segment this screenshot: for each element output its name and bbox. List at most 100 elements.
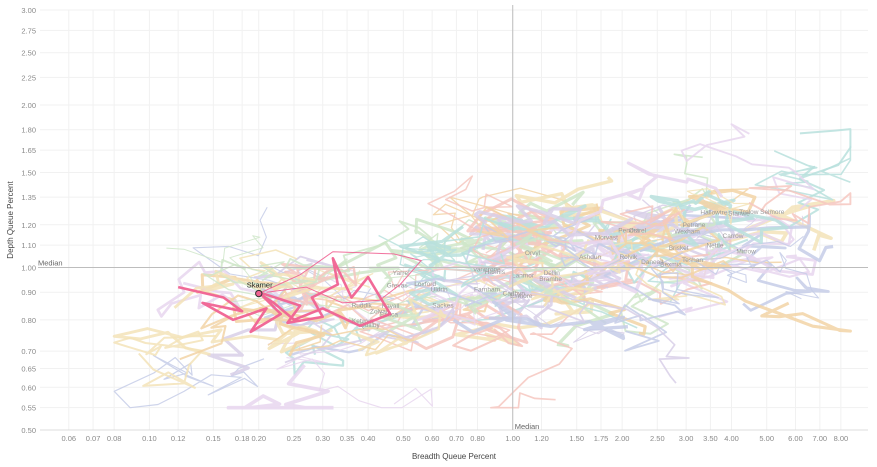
y-axis-title: Depth Queue Percent [6,181,15,259]
x-tick-label: 0.07 [86,434,101,443]
y-tick-label: 1.10 [21,241,36,250]
cloud-series-label: Nettle [706,243,723,250]
x-tick-label: 4.00 [724,434,739,443]
cloud-series-label: Uldrin [431,287,448,294]
background-series-line [503,294,625,343]
x-tick-label: 6.00 [788,434,803,443]
cloud-series-label: Orvyl [525,250,541,257]
y-tick-label: 1.65 [21,146,36,155]
background-series-line [427,175,521,266]
y-tick-label: 2.75 [21,26,36,35]
y-tick-label: 1.50 [21,168,36,177]
background-series-line [350,297,446,357]
y-tick-label: 0.60 [21,383,36,392]
y-axis-ticks: 0.50 0.55 0.60 0.65 0.70 0.80 0.90 1.00 1.10 1.20… [21,6,36,435]
background-series-line [417,240,532,322]
cloud-series-label: Daneall [641,259,664,266]
cloud-series-label: Trelow [739,209,759,216]
y-median-label: Median [38,259,63,268]
x-tick-label: 0.50 [396,434,411,443]
x-tick-label: 1.00 [505,434,520,443]
background-series-line [550,253,650,287]
background-series-line [432,187,576,244]
background-series-line [179,290,319,361]
background-series-line [530,269,647,336]
background-series-line [113,354,265,409]
x-tick-label: 0.70 [449,434,464,443]
x-tick-label: 0.80 [470,434,485,443]
x-tick-label: 0.40 [361,434,376,443]
background-series-line [473,204,634,237]
y-tick-label: 2.50 [21,49,36,58]
cloud-series-label: Bexmia [660,261,682,268]
background-series-line [232,304,389,357]
background-series-line [452,300,629,340]
cloud-series-label: Bramhe [539,276,562,283]
cloud-series-label: Cadbyn [503,290,526,297]
cloud-series-label: Quillby [360,322,381,329]
x-tick-label: 0.10 [142,434,157,443]
background-series-line [267,324,415,353]
background-series-line [226,363,334,410]
x-tick-label: 0.25 [287,434,302,443]
x-axis-ticks: 0.06 0.07 0.08 0.10 0.12 0.15 0.18 0.20 0.25 0.30… [61,434,848,443]
x-tick-label: 0.30 [315,434,330,443]
background-series-line [276,356,433,409]
x-median-label: Median [515,422,540,431]
x-tick-label: 2.50 [650,434,665,443]
cloud-series-label: Sackes [432,303,454,310]
x-tick-label: 8.00 [834,434,849,443]
y-tick-label: 0.55 [21,404,36,413]
background-series-line [634,213,719,259]
y-tick-label: 1.00 [21,264,36,273]
cloud-series-label: Zolvan [370,309,390,316]
x-tick-label: 1.20 [534,434,549,443]
background-series-line [465,217,627,272]
cloud-series-label: Yarrel [393,270,410,277]
x-tick-label: 0.20 [251,434,266,443]
cloud-series-label: Lanmor [512,272,535,279]
cloud-series-label: Ashdun [579,254,601,261]
cloud-series-label: Vannrope [473,267,501,274]
background-series-line [442,261,607,316]
y-tick-label: 0.50 [21,426,36,435]
cloud-series-label: Loxford [414,281,436,288]
background-series-line [207,296,331,377]
y-tick-label: 0.70 [21,347,36,356]
x-tick-label: 0.60 [425,434,440,443]
x-tick-label: 7.00 [813,434,828,443]
x-tick-label: 5.00 [759,434,774,443]
y-tick-label: 0.80 [21,316,36,325]
cloud-series-label: Teshan [682,257,703,264]
cloud-series-label: Farnham [474,287,500,294]
background-series-line [324,303,524,352]
background-series-line [544,205,685,245]
y-tick-label: 1.20 [21,221,36,230]
background-series-line [317,241,423,335]
background-series-line [544,230,686,352]
y-tick-label: 1.35 [21,193,36,202]
x-tick-label: 2.00 [615,434,630,443]
y-tick-label: 0.90 [21,288,36,297]
x-tick-label: 0.35 [340,434,355,443]
cloud-series-label: Hannis [485,269,506,276]
highlight-outline-path [258,251,423,304]
cloud-series-label: Ruddik [352,302,373,309]
background-series-line [610,226,732,279]
x-tick-label: 0.12 [171,434,186,443]
x-tick-label: 3.00 [679,434,694,443]
background-series-line [545,302,690,384]
cloud-series-label: Ketwyn [352,318,374,325]
cloud-series-label: Dellin [544,270,561,277]
median-reference-lines: Median Median [38,5,868,431]
y-tick-label: 1.80 [21,126,36,135]
background-series-line [568,161,724,261]
cloud-series-label: Hallowtre [700,210,727,217]
highlight-current-point [255,289,263,298]
x-tick-label: 1.50 [569,434,584,443]
cloud-series-label: Brisket [669,245,689,252]
background-series-line [416,216,516,288]
background-series-line [680,123,815,210]
cloud-series-label: Rolvik [619,254,637,261]
background-series-line [677,188,751,225]
